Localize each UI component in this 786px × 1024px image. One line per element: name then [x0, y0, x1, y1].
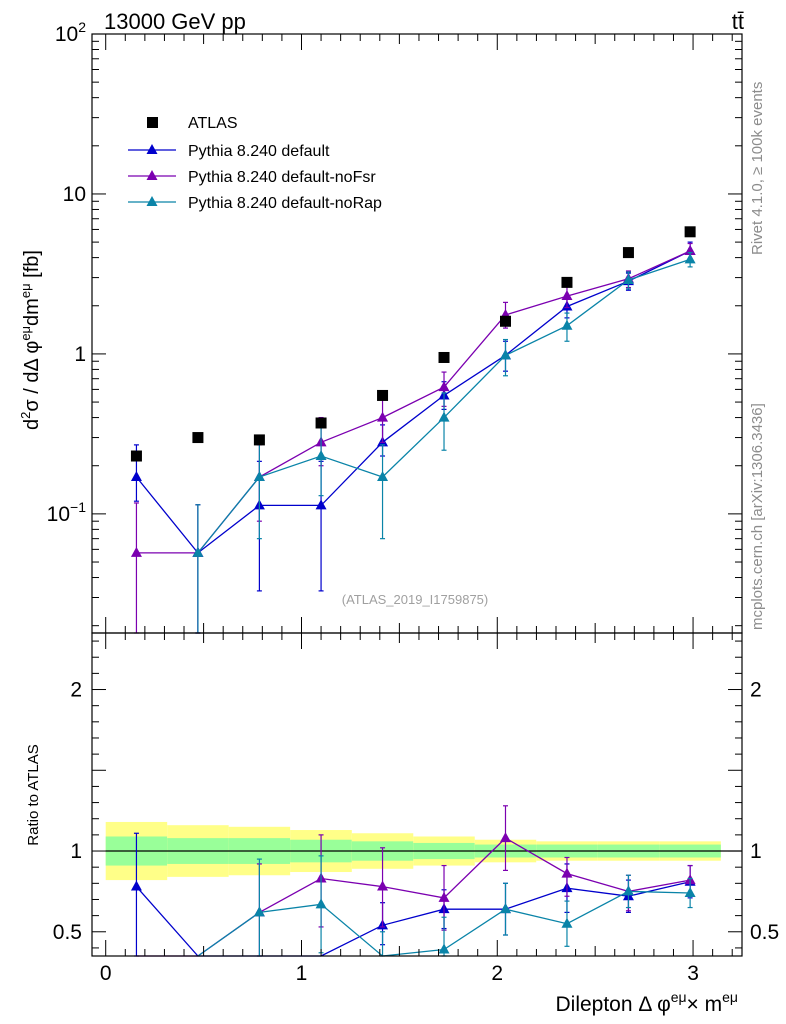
- ratio-noRap-marker: [438, 943, 450, 954]
- main-y-axis-title: d2σ / dΔ φeμdmeμ [fb]: [18, 250, 43, 430]
- x-tick-label: 1: [296, 962, 308, 985]
- ratio-default-marker: [130, 880, 142, 891]
- ratio-noFsr-marker: [499, 832, 511, 843]
- main-y-tick-label: 1: [74, 343, 86, 366]
- ratio-noRap-marker: [253, 906, 265, 917]
- legend-label-data: ATLAS: [188, 115, 238, 132]
- main-default-marker: [315, 499, 327, 510]
- ratio-y-axis-title: Ratio to ATLAS: [25, 744, 42, 845]
- main-noRap-marker: [499, 349, 511, 360]
- main-default-marker: [130, 471, 142, 482]
- energy-label: 13000 GeV pp: [104, 9, 246, 34]
- axes-layer: 102 10 1 10−1 0.5 0.5 1 1 2 2 0 1 2 3: [47, 19, 780, 985]
- legend-marker-data: [147, 117, 158, 128]
- ratio-noFsr-marker: [377, 880, 389, 891]
- main-series-layer: [130, 226, 696, 634]
- x-tick-label: 2: [491, 962, 503, 985]
- rivet-label: Rivet 4.1.0, ≥ 100k events: [749, 82, 766, 255]
- main-y-tick-label: 102: [55, 19, 86, 46]
- main-noRap-marker: [438, 411, 450, 422]
- main-noFsr-marker: [130, 546, 142, 557]
- x-tick-label: 0: [100, 962, 112, 985]
- main-data-marker: [622, 247, 634, 259]
- main-noFsr-marker: [438, 381, 450, 392]
- main-default-line: [135, 250, 691, 554]
- main-noRap-marker: [377, 471, 389, 482]
- main-noRap-marker: [192, 546, 204, 557]
- legend-marker-norap: [146, 196, 158, 206]
- ratio-noRap-marker: [499, 903, 511, 914]
- main-noFsr-marker: [684, 244, 696, 255]
- main-data-marker: [130, 450, 142, 462]
- main-data-marker: [684, 226, 696, 238]
- main-noFsr-marker: [561, 290, 573, 301]
- legend: ATLAS Pythia 8.240 default Pythia 8.240 …: [128, 115, 382, 212]
- process-label: tt̄: [732, 9, 744, 34]
- main-data-marker: [192, 432, 204, 444]
- main-data-marker: [438, 351, 450, 363]
- ratio-noRap-marker: [684, 887, 696, 898]
- ratio-noRap-marker: [622, 885, 634, 896]
- ratio-noRap-marker: [315, 898, 327, 909]
- ratio-y-tick-label-left: 0.5: [53, 921, 82, 944]
- main-noRap-marker: [684, 253, 696, 264]
- legend-label-default: Pythia 8.240 default: [188, 143, 330, 160]
- main-noRap-marker: [253, 471, 265, 482]
- analysis-id-label: (ATLAS_2019_I1759875): [342, 592, 488, 607]
- x-tick-label: 3: [687, 962, 699, 985]
- main-data-marker: [377, 389, 389, 401]
- ratio-y-tick-label-right: 2: [750, 679, 762, 702]
- main-data-marker: [253, 434, 265, 446]
- legend-label-nofsr: Pythia 8.240 default-noFsr: [188, 169, 376, 186]
- ratio-noFsr-marker: [438, 891, 450, 902]
- ratio-y-tick-label-left: 1: [70, 840, 82, 863]
- legend-label-norap: Pythia 8.240 default-noRap: [188, 195, 382, 212]
- main-data-marker: [499, 315, 511, 327]
- main-noFsr-marker: [377, 411, 389, 422]
- ratio-y-tick-label-left: 2: [70, 679, 82, 702]
- legend-marker-default: [146, 144, 158, 154]
- main-y-tick-label: 10: [63, 183, 86, 206]
- ratio-noFsr-marker: [561, 867, 573, 878]
- main-noRap-marker: [561, 319, 573, 330]
- ratio-noRap-marker: [561, 917, 573, 928]
- main-data-marker: [561, 276, 573, 288]
- main-y-tick-label: 10−1: [47, 499, 87, 526]
- x-axis-title: Dilepton Δ φeμ× meμ: [555, 989, 738, 1016]
- main-noRap-marker: [622, 273, 634, 284]
- ratio-y-tick-label-right: 1: [750, 840, 762, 863]
- mcplots-label: mcplots.cern.ch [arXiv:1306.3436]: [749, 403, 766, 630]
- main-noRap-marker: [315, 450, 327, 461]
- ratio-frame: [91, 632, 743, 957]
- legend-marker-nofsr: [146, 170, 158, 180]
- ratio-y-tick-label-right: 0.5: [750, 921, 779, 944]
- ratio-uncertainty-bands: [105, 821, 742, 881]
- main-data-marker: [315, 417, 327, 429]
